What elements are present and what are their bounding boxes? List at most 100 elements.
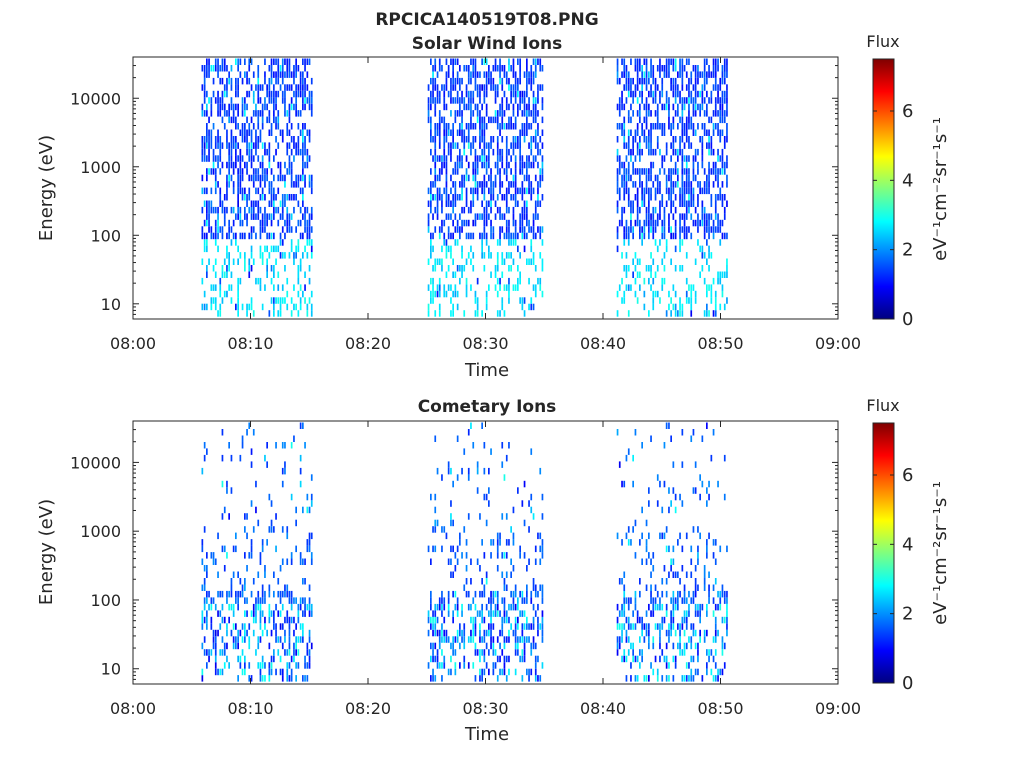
spectrogram-cell (250, 232, 253, 240)
spectrogram-cell (490, 194, 492, 201)
spectrogram-cell (685, 642, 688, 650)
spectrogram-cell (226, 252, 228, 259)
spectrogram-cell (430, 168, 432, 175)
spectrogram-cell (432, 213, 434, 220)
spectrogram-cell (286, 71, 289, 78)
spectrogram-cell (672, 590, 675, 598)
spectrogram-cell (219, 303, 222, 311)
spectrogram-cell (528, 219, 530, 227)
spectrogram-cell (434, 265, 437, 272)
spectrogram-cell (634, 597, 637, 604)
spectrogram-cell (665, 71, 668, 78)
spectrogram-cell (663, 65, 666, 72)
spectrogram-cell (264, 194, 266, 201)
spectrogram-cell (290, 675, 293, 682)
spectrogram-cell (532, 603, 535, 611)
spectrogram-cell (510, 239, 512, 246)
spectrogram-cell (463, 526, 466, 533)
spectrogram-cell (625, 71, 628, 78)
spectrogram-cell (261, 103, 264, 111)
spectrogram-cell (654, 219, 657, 227)
spectrogram-cell (454, 161, 457, 169)
spectrogram-cell (447, 610, 450, 617)
spectrogram-cell (523, 136, 526, 143)
spectrogram-cell (517, 90, 519, 98)
spectrogram-cell (286, 616, 289, 624)
spectrogram-cell (427, 97, 430, 104)
spectrogram-cell (499, 668, 501, 676)
spectrogram-cell (456, 474, 459, 481)
spectrogram-cell (710, 148, 713, 156)
spectrogram-cell (481, 181, 483, 188)
spectrogram-cell (259, 623, 262, 630)
spectrogram-cell (302, 155, 304, 162)
spectrogram-cell (230, 129, 233, 136)
spectrogram-cell (674, 84, 677, 91)
spectrogram-cell (706, 310, 708, 317)
spectrogram-cell (279, 590, 282, 598)
spectrogram-cell (259, 552, 262, 559)
spectrogram-cell (726, 616, 728, 624)
x-tick-label: 08:10 (227, 699, 273, 718)
spectrogram-cell (648, 174, 650, 182)
spectrogram-cell (714, 174, 717, 182)
spectrogram-cell (257, 277, 260, 285)
spectrogram-cell (688, 297, 690, 304)
spectrogram-cell (308, 239, 311, 246)
spectrogram-cell (517, 136, 519, 143)
spectrogram-cell (472, 616, 475, 624)
spectrogram-cell (430, 200, 432, 207)
spectrogram-cell (517, 616, 519, 624)
spectrogram-cell (627, 84, 630, 91)
spectrogram-cell (203, 200, 206, 207)
spectrogram-cell (636, 168, 639, 175)
spectrogram-cell (537, 187, 539, 195)
spectrogram-cell (541, 636, 544, 643)
spectrogram-cell (436, 90, 439, 98)
spectrogram-cell (228, 181, 230, 188)
spectrogram-cell (432, 284, 434, 291)
spectrogram-cell (232, 642, 235, 650)
spectrogram-cell (634, 194, 637, 201)
spectrogram-cell (259, 597, 262, 604)
spectrogram-cell (656, 265, 659, 272)
spectrogram-cell (485, 642, 488, 650)
spectrogram-cell (465, 90, 468, 98)
spectrogram-cell (474, 168, 477, 175)
spectrogram-cell (501, 623, 504, 630)
spectrogram-cell (488, 77, 490, 85)
spectrogram-cell (246, 148, 248, 156)
spectrogram-cell (717, 58, 719, 65)
spectrogram-cell (454, 77, 457, 85)
spectrogram-cell (434, 493, 437, 501)
spectrogram-cell (219, 610, 222, 617)
spectrogram-cell (692, 194, 695, 201)
spectrogram-cell (714, 103, 717, 111)
spectrogram-cell (685, 226, 688, 233)
spectrogram-cell (270, 65, 273, 72)
spectrogram-cell (652, 71, 655, 78)
spectrogram-cell (688, 603, 690, 611)
spectrogram-cell (528, 110, 530, 117)
spectrogram-cell (208, 58, 210, 65)
spectrogram-cell (663, 103, 666, 111)
spectrogram-cell (454, 116, 457, 124)
spectrogram-cell (203, 303, 206, 311)
spectrogram-cell (288, 226, 291, 233)
spectrogram-cell (621, 636, 623, 643)
spectrogram-cell (616, 77, 619, 85)
spectrogram-cell (219, 668, 222, 676)
spectrogram-cell (461, 226, 463, 233)
spectrogram-cell (694, 219, 697, 227)
spectrogram-cell (645, 206, 648, 214)
spectrogram-cell (632, 77, 634, 85)
spectrogram-cell (481, 603, 483, 611)
spectrogram-cell (616, 71, 619, 78)
spectrogram-cell (310, 500, 313, 507)
spectrogram-cell (443, 155, 446, 162)
spectrogram-cell (223, 649, 226, 656)
spectrogram-cell (514, 239, 517, 246)
spectrogram-cell (273, 655, 275, 663)
spectrogram-cell (470, 232, 472, 240)
spectrogram-cell (270, 200, 273, 207)
